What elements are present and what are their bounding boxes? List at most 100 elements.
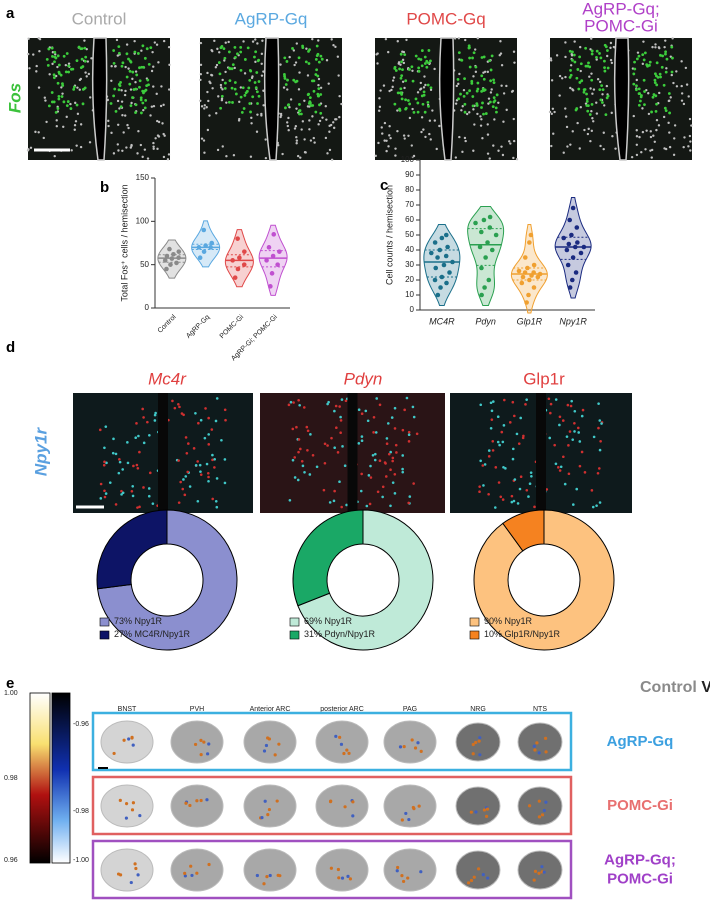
cell: [635, 143, 639, 146]
fos-cell: [595, 56, 598, 59]
cell: [118, 458, 121, 461]
cell: [590, 110, 593, 113]
fos-cell: [127, 57, 130, 61]
y-tick-label: 50: [405, 230, 414, 239]
region-label: Anterior ARC: [250, 706, 291, 713]
data-point: [445, 244, 450, 250]
fos-cell: [54, 56, 58, 60]
cell: [210, 48, 213, 52]
heat-spot: [469, 810, 473, 814]
fos-cell: [133, 50, 137, 54]
fos-cell: [131, 96, 134, 99]
cell: [573, 430, 576, 433]
cell: [215, 397, 219, 400]
cell: [689, 149, 692, 152]
heat-spot: [268, 873, 272, 878]
cell: [645, 129, 648, 132]
cell: [479, 403, 483, 407]
cell: [56, 65, 59, 69]
cell: [27, 37, 30, 40]
cell: [139, 143, 143, 147]
cell: [595, 101, 598, 104]
cell: [558, 74, 562, 78]
cell: [292, 401, 295, 404]
cell: [332, 499, 336, 503]
cell: [306, 448, 309, 452]
fos-cell: [417, 57, 421, 61]
cell: [286, 88, 289, 91]
cell: [84, 71, 87, 74]
fos-cell: [488, 59, 491, 63]
data-point: [473, 220, 478, 226]
cell: [323, 442, 327, 446]
data-point: [432, 240, 438, 245]
cell: [332, 126, 336, 130]
cell: [595, 58, 598, 61]
cell: [491, 449, 495, 452]
fos-cell: [575, 107, 579, 110]
legend-swatch: [469, 617, 480, 627]
cell: [419, 87, 423, 90]
heat-spot: [193, 742, 198, 747]
fos-cell: [67, 64, 71, 68]
cell: [294, 124, 298, 128]
heat-spot: [207, 862, 211, 867]
cell: [153, 413, 157, 417]
fos-cell: [468, 46, 471, 50]
data-point: [176, 249, 182, 254]
cell: [154, 411, 157, 415]
cell: [120, 493, 123, 496]
fos-cell: [117, 88, 121, 92]
region-label: NTS: [533, 706, 547, 713]
cell: [306, 429, 310, 433]
cell: [605, 84, 609, 88]
cell: [42, 136, 45, 140]
cell: [114, 65, 117, 68]
cell: [365, 504, 369, 508]
cell: [455, 84, 459, 88]
heat-spot: [476, 867, 481, 871]
cell: [596, 471, 600, 475]
cell: [138, 505, 141, 509]
cell: [178, 405, 181, 409]
fos-cell: [56, 107, 60, 110]
cell: [424, 135, 427, 139]
fos-cell: [481, 101, 484, 105]
cell: [664, 39, 667, 42]
fos-cell: [117, 45, 121, 49]
legend-value: 31%: [304, 629, 322, 639]
cell: [121, 491, 125, 495]
cell: [308, 128, 311, 131]
cell: [149, 114, 152, 117]
cell: [357, 408, 361, 412]
data-point: [526, 292, 531, 298]
fos-cell: [660, 65, 664, 69]
cell: [152, 85, 155, 88]
cell: [154, 137, 157, 140]
cell: [501, 440, 505, 444]
fos-cell: [220, 94, 224, 98]
cell: [44, 99, 47, 102]
fos-cell: [319, 93, 323, 96]
cell: [480, 118, 483, 121]
fos-cell: [484, 112, 488, 115]
cell: [403, 86, 406, 90]
cell: [51, 62, 54, 66]
heat-spot: [471, 742, 475, 747]
cell: [233, 66, 236, 70]
cell: [303, 138, 306, 141]
cell: [65, 115, 68, 119]
heat-spot: [127, 737, 131, 741]
fos-cell: [423, 110, 427, 114]
heat-spot: [533, 869, 538, 873]
cell: [223, 59, 226, 62]
cell: [486, 152, 490, 155]
heat-spot: [273, 753, 277, 757]
cell: [565, 125, 569, 129]
fos-cell: [125, 75, 129, 79]
cell: [123, 93, 127, 97]
fos-cell: [283, 77, 287, 80]
cell: [592, 88, 596, 91]
heat-spot: [471, 752, 475, 756]
cell: [260, 52, 264, 56]
